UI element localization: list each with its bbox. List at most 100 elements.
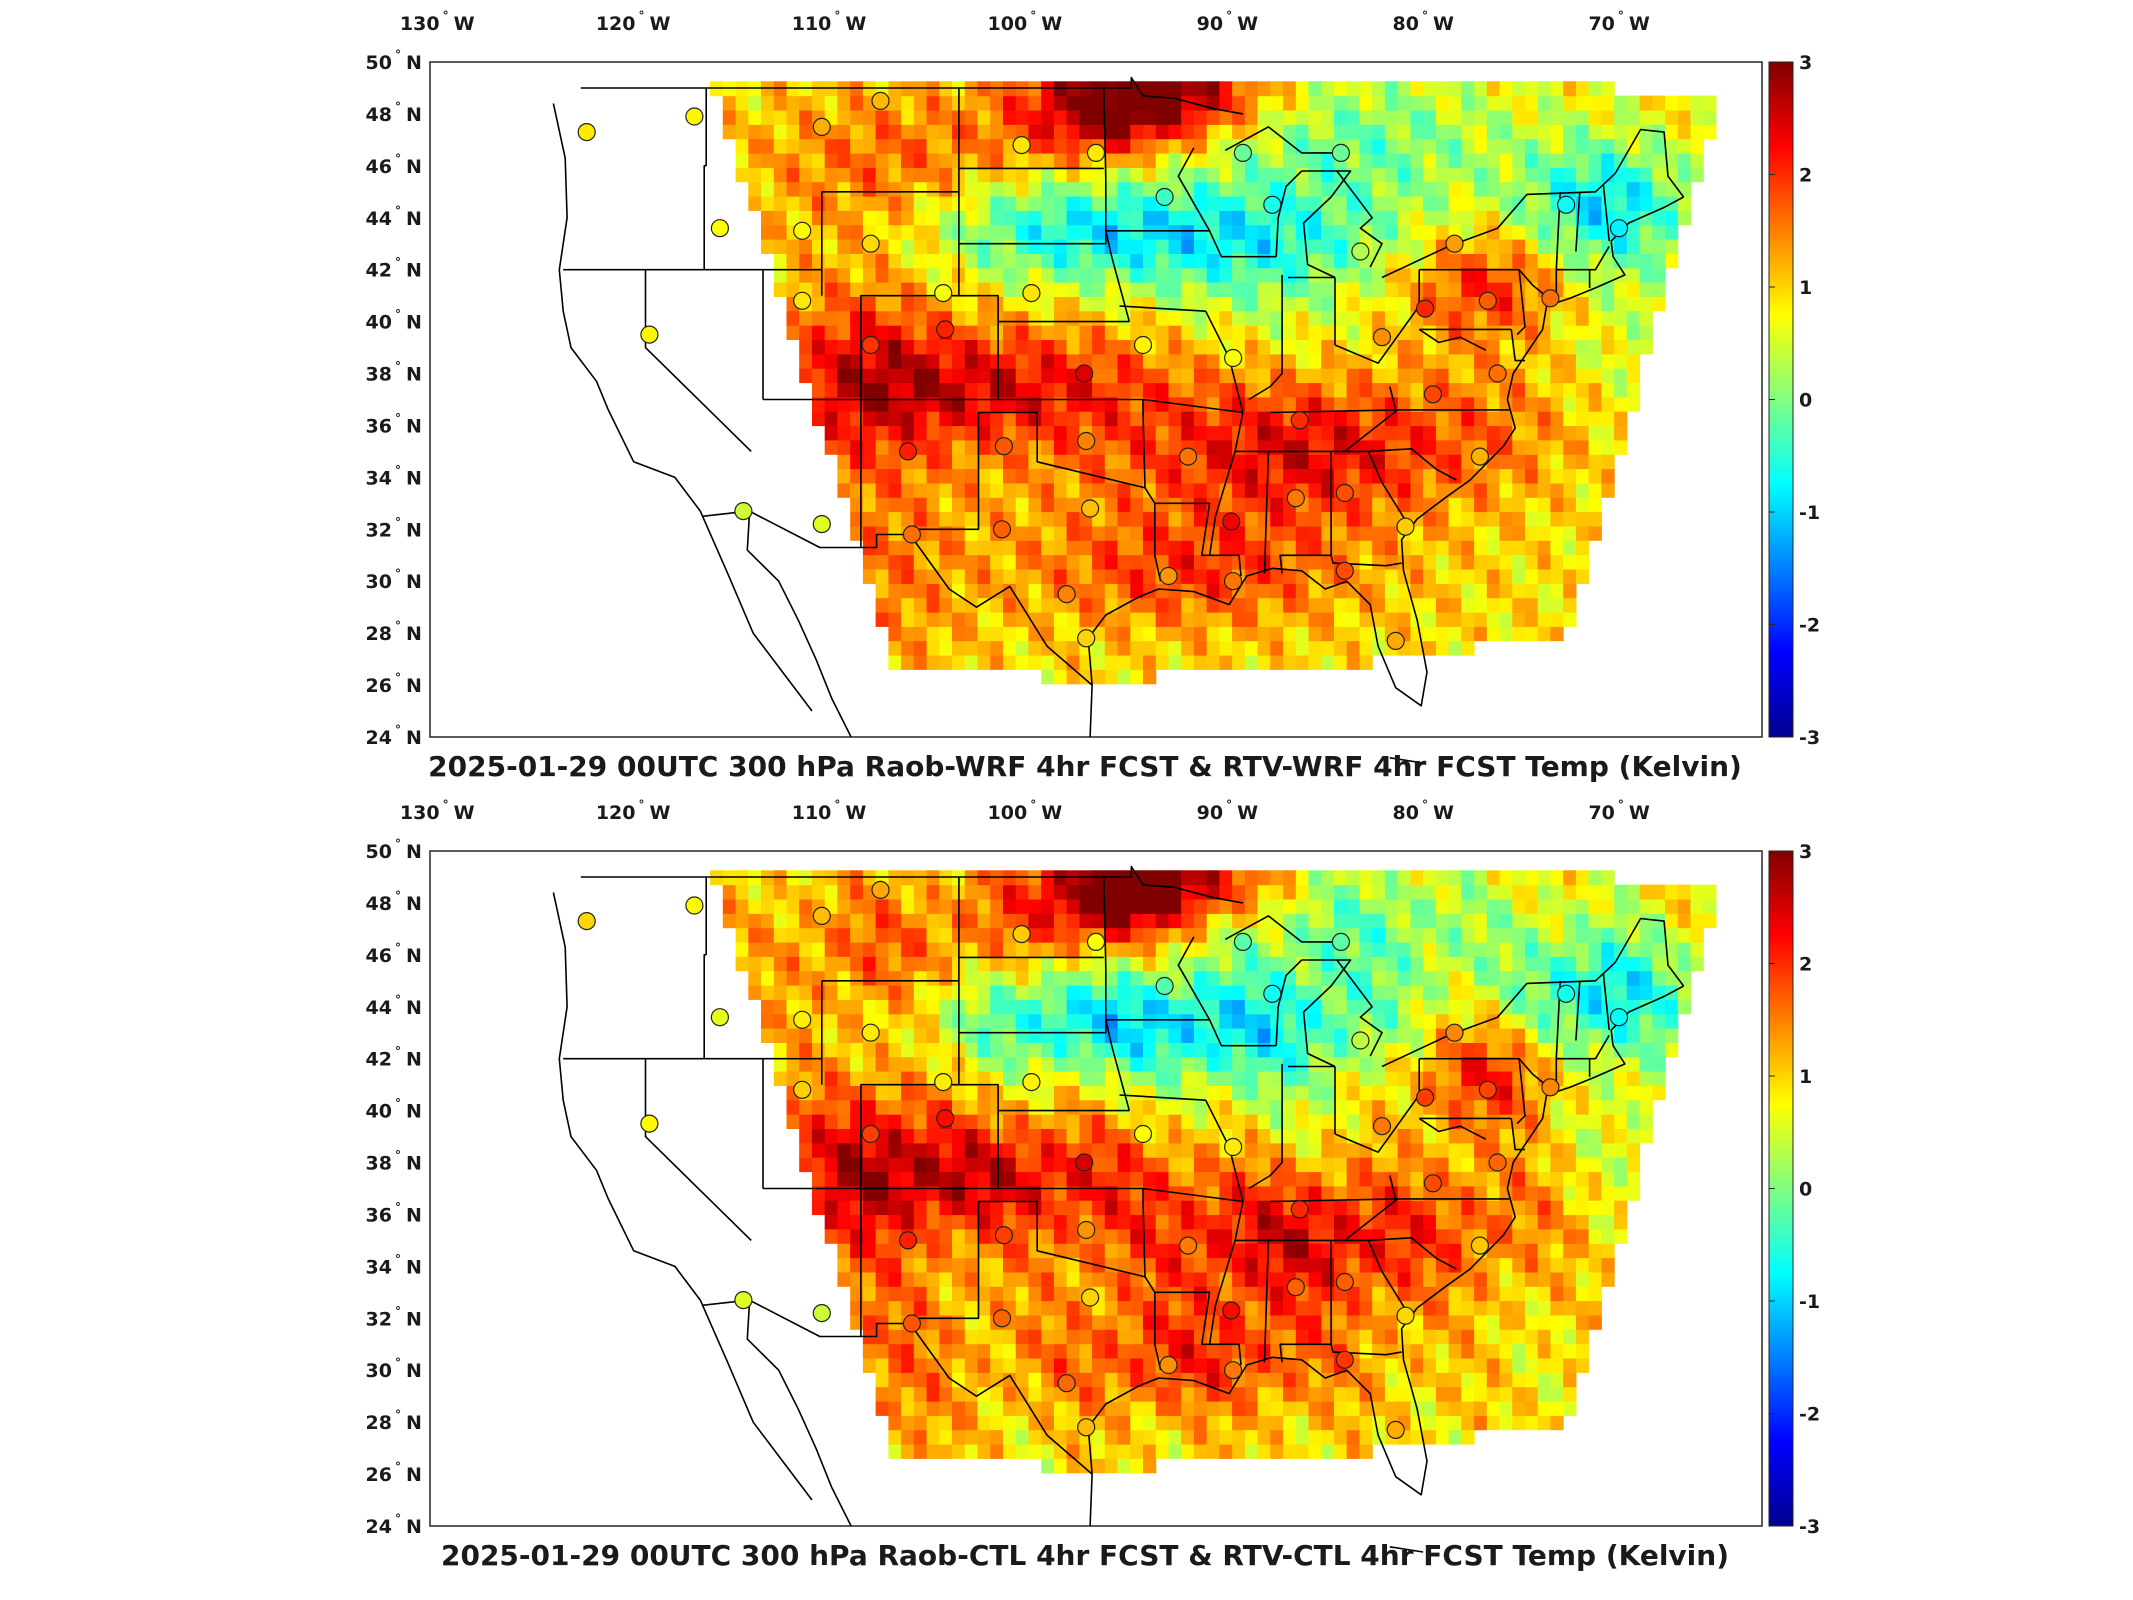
field-cell	[1117, 353, 1131, 369]
field-cell	[1308, 1401, 1322, 1416]
field-cell	[1346, 425, 1360, 441]
field-cell	[1448, 153, 1462, 168]
field-cell	[1283, 583, 1297, 599]
field-cell	[1041, 1429, 1055, 1445]
field-cell	[1563, 81, 1577, 97]
field-cell	[1181, 956, 1195, 972]
field-cell	[1346, 396, 1360, 412]
field-cell	[1104, 626, 1119, 642]
field-cell	[990, 110, 1004, 125]
field-cell	[773, 138, 788, 154]
field-cell	[1435, 310, 1450, 326]
field-cell	[1219, 626, 1233, 642]
field-cell	[1079, 167, 1093, 183]
field-cell	[1435, 196, 1450, 211]
field-cell	[1270, 1372, 1284, 1388]
field-cell	[1435, 1386, 1450, 1402]
field-cell	[964, 368, 979, 384]
field-cell	[1448, 1214, 1462, 1230]
field-cell	[799, 985, 813, 1000]
field-cell	[1448, 1358, 1462, 1373]
field-cell	[977, 1358, 991, 1373]
field-cell	[1155, 640, 1169, 656]
field-cell	[1372, 224, 1386, 240]
field-cell	[1474, 368, 1488, 384]
field-cell	[1206, 1372, 1220, 1388]
field-cell	[952, 626, 966, 642]
field-cell	[952, 1200, 966, 1216]
field-cell	[1359, 282, 1373, 297]
field-cell	[812, 325, 826, 340]
field-cell	[1003, 569, 1017, 584]
field-cell	[1155, 1228, 1169, 1244]
field-cell	[1257, 626, 1271, 642]
field-cell	[1308, 353, 1322, 369]
field-cell	[1130, 1056, 1144, 1072]
field-cell	[1614, 296, 1628, 312]
field-cell	[1270, 1171, 1284, 1187]
field-cell	[1028, 396, 1042, 412]
field-cell	[1219, 1013, 1233, 1029]
field-cell	[1104, 1099, 1119, 1115]
field-cell	[1550, 525, 1564, 541]
field-cell	[990, 1415, 1004, 1431]
field-cell	[926, 942, 940, 957]
field-cell	[1130, 569, 1144, 584]
field-cell	[990, 196, 1004, 211]
field-cell	[1206, 1114, 1220, 1129]
field-cell	[1461, 640, 1475, 656]
field-cell	[1372, 1314, 1386, 1330]
field-cell	[1232, 181, 1246, 197]
field-cell	[1117, 1314, 1131, 1330]
field-cell	[1677, 110, 1692, 125]
field-cell	[1384, 411, 1399, 427]
field-cell	[850, 913, 864, 929]
field-cell	[1053, 325, 1068, 340]
field-cell	[1512, 511, 1526, 527]
field-cell	[1041, 1071, 1055, 1086]
field-cell	[735, 124, 749, 140]
field-cell	[1321, 927, 1335, 943]
field-cell	[1079, 224, 1093, 240]
field-cell	[1028, 569, 1042, 584]
field-cell	[1321, 1157, 1335, 1173]
field-cell	[1283, 454, 1297, 470]
field-cell	[1155, 1401, 1169, 1416]
field-cell	[964, 1429, 979, 1445]
field-cell	[1206, 482, 1220, 498]
field-cell	[1435, 511, 1450, 527]
field-cell	[1486, 339, 1501, 355]
field-cell	[1295, 927, 1310, 943]
field-cell	[1295, 1358, 1310, 1373]
field-cell	[1066, 540, 1080, 556]
field-cell	[1308, 913, 1322, 929]
field-cell	[722, 124, 737, 140]
field-cell	[977, 1343, 991, 1359]
field-cell	[1435, 325, 1450, 340]
field-cell	[1346, 927, 1360, 943]
field-cell	[913, 1386, 928, 1402]
field-cell	[1168, 224, 1182, 240]
field-cell	[875, 1329, 889, 1345]
field-cell	[901, 942, 915, 957]
field-cell	[837, 1171, 851, 1187]
field-cell	[1143, 81, 1157, 97]
field-cell	[786, 985, 800, 1000]
field-cell	[1003, 1085, 1017, 1101]
field-cell	[1575, 454, 1590, 470]
field-cell	[1359, 1314, 1373, 1330]
field-cell	[1423, 554, 1437, 570]
field-cell	[1168, 210, 1182, 226]
field-cell	[901, 1042, 915, 1058]
field-cell	[1397, 439, 1411, 455]
field-cell	[1079, 899, 1093, 914]
field-cell	[1359, 310, 1373, 326]
field-cell	[1193, 985, 1208, 1000]
field-cell	[1168, 999, 1182, 1015]
field-cell	[1550, 411, 1564, 427]
field-cell	[939, 239, 953, 254]
field-cell	[1003, 1142, 1017, 1158]
field-cell	[1283, 439, 1297, 455]
field-cell	[1079, 1099, 1093, 1115]
field-cell	[1384, 224, 1399, 240]
